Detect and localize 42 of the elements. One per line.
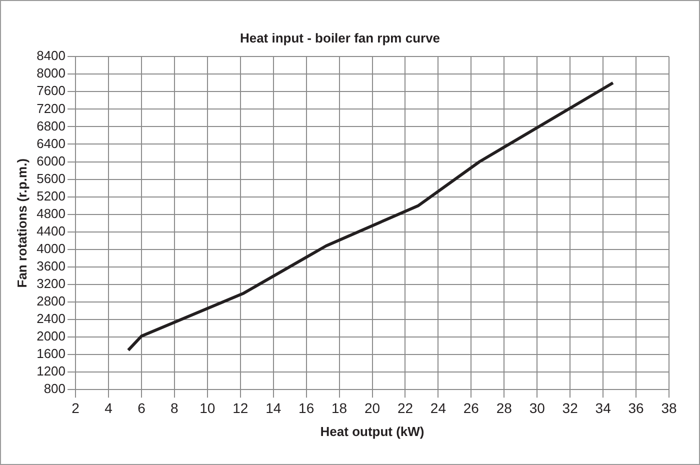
y-tick-label: 5200 [36,188,66,204]
y-tick-label: 4400 [36,223,66,238]
y-axis-title: Fan rotations (r.p.m.) [14,158,30,288]
y-tick-label: 8400 [36,48,66,64]
x-tick-label: 34 [595,400,612,416]
y-tick-label: 800 [44,381,66,396]
x-tick-label: 12 [232,400,248,416]
y-tick-label: 3600 [36,258,66,274]
y-tick-label: 1200 [36,364,66,379]
x-tick-label: 8 [170,400,179,416]
x-tick-label: 4 [104,400,113,416]
x-tick-label: 20 [364,400,380,416]
x-tick-label: 38 [661,400,677,416]
y-tick-label: 6400 [36,136,66,151]
y-tick-label: 2000 [36,328,66,344]
x-tick-label: 26 [463,400,480,416]
y-tick-label: 7200 [36,100,66,116]
y-tick-label: 6800 [36,118,66,134]
x-tick-label: 36 [628,400,644,416]
x-tick-label: 2 [72,400,80,416]
x-tick-label: 28 [496,400,512,416]
x-axis-title: Heat output (kW) [320,424,424,439]
y-tick-label: 2800 [36,294,66,309]
x-tick-label: 24 [430,400,446,416]
x-tick-label: 6 [138,400,146,416]
y-tick-label: 4800 [36,206,66,221]
x-tick-label: 22 [397,400,414,416]
y-tick-label: 2400 [36,311,66,326]
x-tick-label: 16 [298,400,314,416]
x-tick-label: 32 [562,400,578,416]
x-tick-label: 14 [266,400,282,416]
y-tick-label: 5600 [36,170,66,186]
y-tick-label: 3200 [36,276,66,292]
y-tick-label: 7600 [36,83,66,98]
x-tick-label: 10 [200,400,216,416]
y-tick-label: 1600 [36,346,66,362]
y-tick-label: 8000 [36,66,66,81]
y-tick-label: 4000 [36,240,66,256]
chart-title: Heat input - boiler fan rpm curve [240,30,440,46]
y-tick-label: 6000 [36,153,66,168]
x-tick-label: 18 [332,400,348,416]
x-tick-label: 30 [529,400,546,416]
